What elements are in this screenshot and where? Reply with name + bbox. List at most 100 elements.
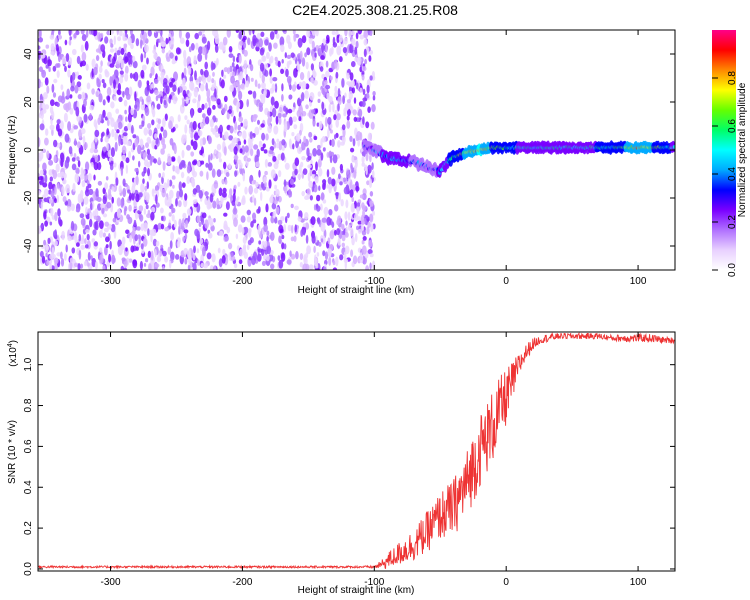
noise-cell [118,136,121,147]
noise-cell [98,93,103,103]
noise-cell [333,114,337,121]
noise-cell [196,248,200,254]
noise-cell [148,129,153,137]
noise-cell [214,88,217,98]
noise-cell [76,81,82,88]
noise-cell [160,223,165,230]
noise-cell [50,51,55,56]
noise-cell [321,136,326,143]
noise-cell [169,138,174,146]
noise-cell [301,35,307,44]
noise-cell [212,71,215,77]
noise-cell [359,66,363,73]
noise-cell [244,186,248,195]
noise-cell [51,30,55,35]
noise-cell [183,57,187,67]
noise-cell [113,121,119,130]
noise-cell [122,91,125,98]
noise-cell [120,166,124,177]
colorbar-tick-label: 0.4 [727,167,738,181]
noise-cell [346,170,351,179]
noise-cell [210,61,214,71]
snr-panel: -300 -200 -100 0 100 0.0 0.2 0.4 0.6 0.8 1.0 Heig… [7,331,676,596]
noise-cell [339,181,343,186]
noise-cell [313,245,316,253]
noise-cell [198,76,202,83]
noise-cell [169,240,173,249]
noise-cell [369,262,372,270]
noise-cell [130,245,135,253]
noise-cell [334,59,338,69]
noise-cell [364,164,368,172]
noise-cell [252,34,257,44]
noise-cell [176,240,181,248]
noise-cell [184,115,188,120]
noise-cell [344,211,348,221]
noise-cell [39,151,44,160]
noise-cell [85,161,90,171]
noise-cell [299,50,303,60]
noise-cell [146,57,149,65]
noise-cell [143,262,147,267]
noise-cell [221,191,227,198]
noise-cell [338,173,341,180]
noise-cell [369,75,373,81]
noise-cell [318,242,322,247]
noise-cell [281,94,284,102]
noise-cell [221,107,226,115]
noise-cell [83,113,88,123]
noise-cell [202,153,205,158]
noise-cell [81,91,86,101]
noise-cell [273,125,279,135]
noise-cell [297,216,302,222]
noise-cell [283,223,287,233]
noise-cell [122,267,128,270]
noise-cell [91,58,96,68]
noise-cell [336,113,341,121]
noise-cell [315,108,319,114]
noise-cell [258,169,261,178]
noise-cell [288,188,292,198]
noise-cell [213,180,219,189]
noise-cell [291,132,295,137]
noise-cell [142,178,145,185]
noise-cell [115,177,119,186]
noise-cell [356,207,360,215]
noise-cell [183,67,187,77]
noise-cell [339,163,343,171]
noise-cell [292,106,295,112]
noise-cell [102,232,106,238]
noise-cell [71,72,76,81]
noise-cell [257,119,260,125]
noise-cell [230,75,236,84]
noise-cell [154,249,157,258]
x-tick-label: -300 [101,276,121,287]
noise-cell [200,122,204,129]
noise-cell [41,69,46,78]
noise-cell [366,180,370,186]
noise-cell [92,229,97,236]
noise-cell [126,93,131,100]
noise-cell [75,208,80,213]
noise-cell [38,37,43,43]
noise-cell [326,92,330,100]
noise-cell [350,147,355,153]
noise-cell [99,220,104,230]
noise-cell [172,207,176,214]
noise-cell [257,83,261,89]
noise-cell [361,239,365,245]
noise-cell [49,176,53,182]
noise-cell [134,91,137,102]
noise-cell [362,236,367,241]
noise-cell [70,85,75,92]
noise-cell [360,214,364,224]
noise-cell [151,206,156,213]
noise-cell [342,95,345,105]
noise-cell [109,48,115,53]
noise-cell [52,92,57,98]
noise-cell [267,110,271,118]
noise-cell [313,204,317,211]
noise-cell [117,55,123,64]
noise-cell [163,78,168,85]
noise-cell [308,264,314,270]
